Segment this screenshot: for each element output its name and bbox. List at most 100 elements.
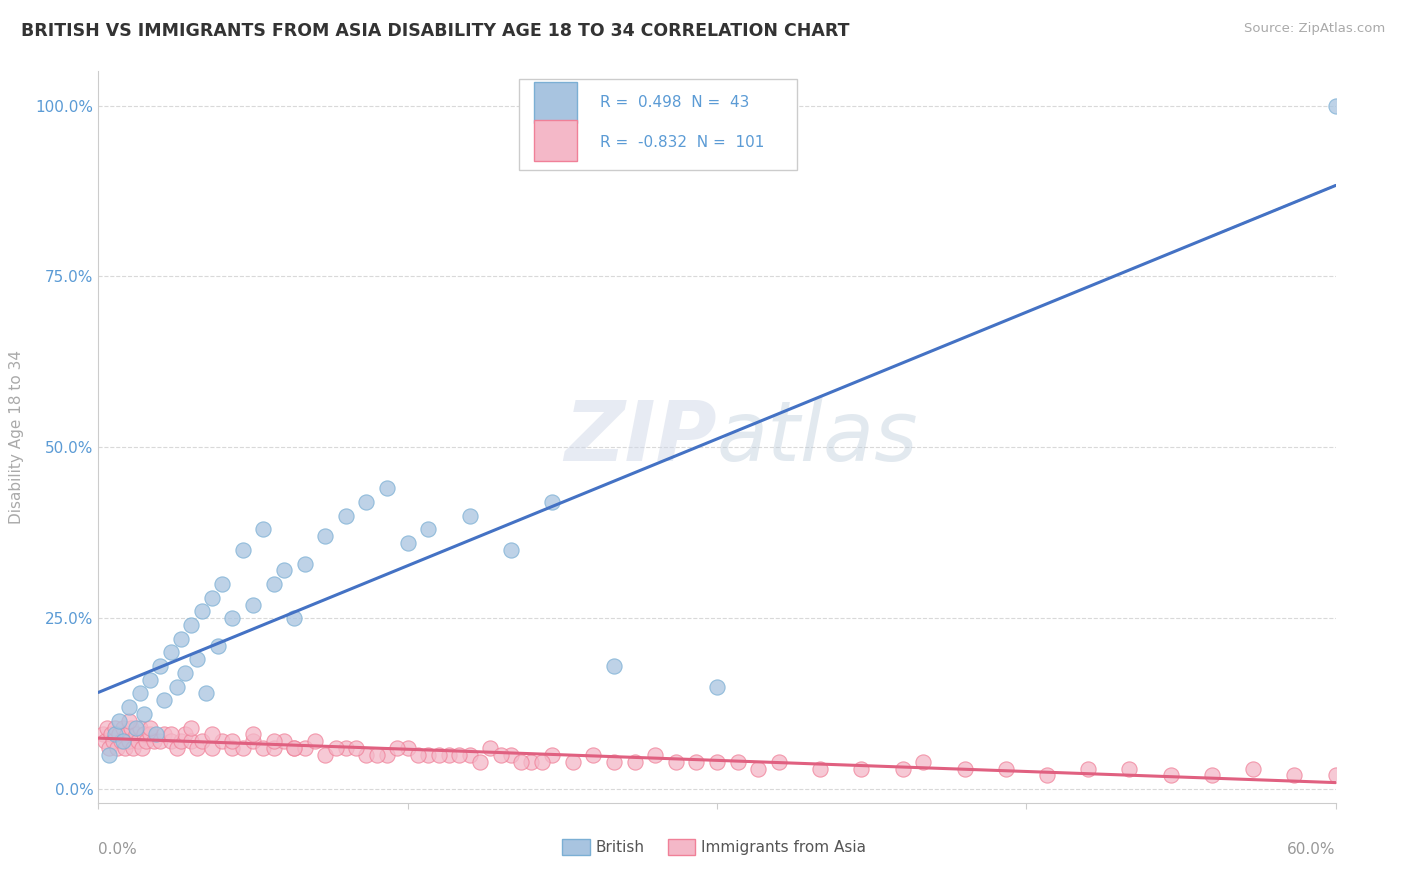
Point	[418, 747, 440, 762]
Point	[166, 680, 188, 694]
Point	[186, 652, 208, 666]
Point	[1284, 768, 1306, 782]
Point	[132, 706, 155, 721]
Point	[314, 529, 336, 543]
Point	[201, 591, 224, 605]
Point	[139, 721, 162, 735]
Point	[180, 734, 202, 748]
Point	[118, 700, 141, 714]
FancyBboxPatch shape	[534, 120, 578, 161]
Point	[520, 755, 543, 769]
Point	[112, 721, 135, 735]
FancyBboxPatch shape	[534, 81, 578, 122]
Y-axis label: Disability Age 18 to 34: Disability Age 18 to 34	[10, 350, 24, 524]
Point	[122, 741, 145, 756]
Point	[344, 741, 367, 756]
Point	[449, 747, 471, 762]
Point	[1036, 768, 1059, 782]
Point	[263, 734, 285, 748]
Point	[105, 741, 128, 756]
Point	[211, 734, 233, 748]
Point	[104, 727, 127, 741]
Point	[356, 747, 378, 762]
Point	[108, 727, 131, 741]
Point	[108, 714, 131, 728]
Point	[706, 680, 728, 694]
Point	[747, 762, 769, 776]
Point	[304, 734, 326, 748]
Point	[561, 755, 583, 769]
Point	[135, 734, 157, 748]
Point	[190, 604, 212, 618]
Point	[128, 721, 150, 735]
Point	[283, 611, 305, 625]
Point	[117, 727, 139, 741]
Point	[127, 734, 149, 748]
FancyBboxPatch shape	[519, 78, 797, 170]
Point	[458, 508, 481, 523]
Point	[273, 563, 295, 577]
Point	[128, 686, 150, 700]
Point	[120, 721, 142, 735]
Point	[489, 747, 512, 762]
Point	[201, 727, 224, 741]
Point	[283, 741, 305, 756]
Point	[851, 762, 873, 776]
Point	[139, 727, 162, 741]
Point	[124, 727, 146, 741]
Point	[356, 495, 378, 509]
Point	[530, 755, 553, 769]
Point	[93, 734, 115, 748]
Point	[180, 618, 202, 632]
Point	[211, 577, 233, 591]
Point	[499, 542, 522, 557]
Point	[149, 734, 172, 748]
Point	[1201, 768, 1223, 782]
Point	[953, 762, 976, 776]
Point	[186, 741, 208, 756]
Point	[159, 734, 181, 748]
FancyBboxPatch shape	[668, 839, 695, 855]
Point	[325, 741, 347, 756]
Point	[221, 741, 243, 756]
Point	[180, 721, 202, 735]
Point	[252, 522, 274, 536]
Point	[242, 727, 264, 741]
Point	[166, 741, 188, 756]
Point	[96, 721, 118, 735]
Point	[418, 522, 440, 536]
Text: ZIP: ZIP	[564, 397, 717, 477]
Point	[104, 721, 127, 735]
Point	[149, 659, 172, 673]
Point	[1118, 762, 1140, 776]
Text: atlas: atlas	[717, 397, 918, 477]
Point	[768, 755, 790, 769]
Point	[143, 734, 166, 748]
Point	[314, 747, 336, 762]
Text: 60.0%: 60.0%	[1288, 842, 1336, 856]
Point	[263, 577, 285, 591]
Point	[221, 734, 243, 748]
Point	[232, 741, 254, 756]
Point	[97, 741, 120, 756]
Point	[132, 727, 155, 741]
Point	[468, 755, 491, 769]
Point	[242, 598, 264, 612]
Point	[808, 762, 831, 776]
Point	[114, 741, 136, 756]
Point	[97, 747, 120, 762]
Point	[174, 665, 197, 680]
Point	[100, 727, 122, 741]
Point	[174, 727, 197, 741]
Point	[603, 755, 626, 769]
Point	[273, 734, 295, 748]
Point	[263, 741, 285, 756]
Point	[112, 734, 135, 748]
Point	[201, 741, 224, 756]
Point	[153, 693, 176, 707]
Point	[194, 686, 217, 700]
Point	[170, 734, 193, 748]
Point	[1241, 762, 1264, 776]
Point	[252, 741, 274, 756]
FancyBboxPatch shape	[562, 839, 589, 855]
